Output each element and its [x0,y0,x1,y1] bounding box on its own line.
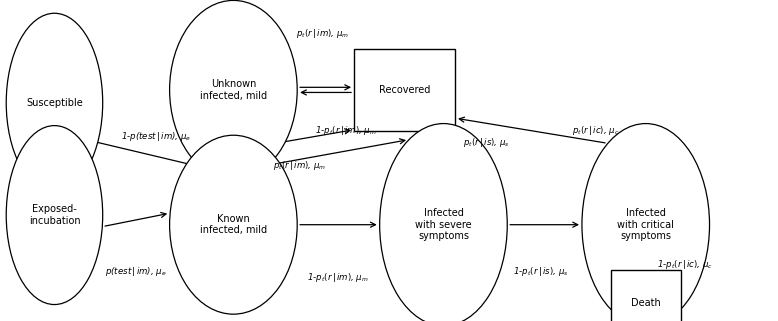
Text: Unknown
infected, mild: Unknown infected, mild [200,79,267,101]
Ellipse shape [6,13,103,192]
Ellipse shape [6,126,103,305]
Text: $p_t(r\,|\,im)$, $\mu_m$: $p_t(r\,|\,im)$, $\mu_m$ [273,159,326,172]
Ellipse shape [380,124,507,321]
Text: Known
infected, mild: Known infected, mild [200,214,267,236]
Text: $p_t(r\,|\,is)$, $\mu_s$: $p_t(r\,|\,is)$, $\mu_s$ [463,136,510,149]
Text: Recovered: Recovered [379,85,430,95]
Text: $p_t(r\,|\,ic)$, $\mu_c$: $p_t(r\,|\,ic)$, $\mu_c$ [572,124,619,136]
Text: 1-$p_t(r\,|\,ic)$, $\mu_c$: 1-$p_t(r\,|\,ic)$, $\mu_c$ [657,258,713,271]
Ellipse shape [170,0,297,179]
Text: Exposed-
incubation: Exposed- incubation [29,204,80,226]
Ellipse shape [582,124,710,321]
FancyBboxPatch shape [354,49,455,131]
Text: Infected
with severe
symptoms: Infected with severe symptoms [415,208,471,241]
Text: Death: Death [631,298,661,308]
Text: Infected
with critical
symptoms: Infected with critical symptoms [617,208,675,241]
Ellipse shape [170,135,297,314]
Text: 1-$p_t(r\,|\,is)$, $\mu_s$: 1-$p_t(r\,|\,is)$, $\mu_s$ [513,265,569,278]
Text: Susceptible: Susceptible [26,98,82,108]
Text: 1-$p_t(r\,|\,im)$, $\mu_m$: 1-$p_t(r\,|\,im)$, $\mu_m$ [307,271,370,284]
Text: 1-$p_t(r\,|\,im)$, $\mu_m$: 1-$p_t(r\,|\,im)$, $\mu_m$ [315,124,377,136]
FancyBboxPatch shape [611,270,681,321]
Text: $p$(test$\,|\,im$), $\mu_e$: $p$(test$\,|\,im$), $\mu_e$ [105,265,167,278]
Text: $p_t(r\,|\,im)$, $\mu_m$: $p_t(r\,|\,im)$, $\mu_m$ [296,27,349,40]
Text: 1-$p$(test$\,|\,im$), $\mu_e$: 1-$p$(test$\,|\,im$), $\mu_e$ [121,130,191,143]
